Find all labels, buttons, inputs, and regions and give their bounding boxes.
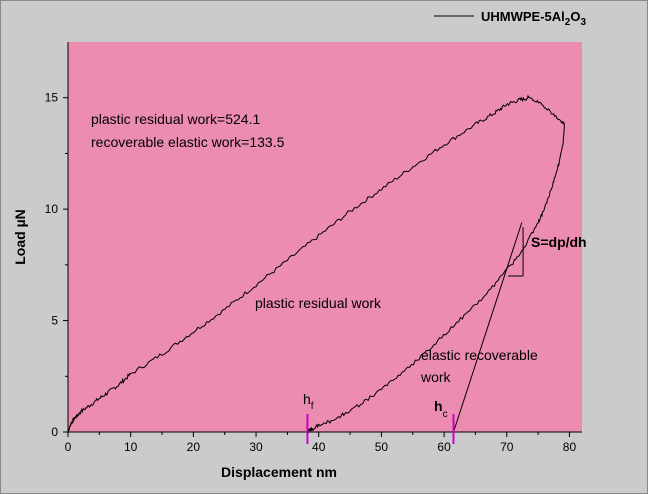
x-axis-title: Displacement nm bbox=[221, 464, 337, 480]
plot-area bbox=[68, 42, 582, 432]
annotation-hc: hc bbox=[434, 398, 448, 420]
x-tick-label: 30 bbox=[249, 440, 263, 454]
x-tick-label: 0 bbox=[65, 440, 72, 454]
legend: UHMWPE-5Al2O3 bbox=[434, 9, 586, 28]
annotation-hc-sub: c bbox=[443, 409, 448, 420]
annotation-hc-main: h bbox=[434, 398, 443, 414]
y-tick-label: 15 bbox=[45, 91, 59, 105]
tangent-line bbox=[453, 222, 523, 433]
x-tick-label: 40 bbox=[312, 440, 326, 454]
annotation-slope: S=dp/dh bbox=[531, 234, 587, 250]
annotation-hf-main: h bbox=[303, 391, 311, 407]
annotation-elastic-work-value: recoverable elastic work=133.5 bbox=[91, 134, 285, 150]
x-tick-label: 20 bbox=[187, 440, 201, 454]
y-tick-label: 10 bbox=[45, 202, 59, 216]
x-tick-label: 10 bbox=[124, 440, 138, 454]
annotation-plastic-work-value: plastic residual work=524.1 bbox=[91, 111, 260, 127]
y-tick-label: 5 bbox=[51, 314, 58, 328]
legend-text-prefix: UHMWPE-5Al bbox=[481, 9, 565, 24]
hold-curve bbox=[528, 96, 565, 125]
x-tick-label: 80 bbox=[563, 440, 577, 454]
x-tick-label: 70 bbox=[500, 440, 514, 454]
annotation-hf: hf bbox=[303, 391, 314, 412]
y-axis-title: Load µN bbox=[12, 209, 28, 265]
x-tick-label: 50 bbox=[375, 440, 389, 454]
annotation-hf-sub: f bbox=[311, 401, 314, 412]
legend-label: UHMWPE-5Al2O3 bbox=[481, 9, 586, 28]
unloading-curve bbox=[307, 124, 565, 434]
annotation-elastic-region-line2: work bbox=[420, 369, 452, 385]
annotation-plastic-region: plastic residual work bbox=[255, 295, 382, 311]
y-tick-label: 0 bbox=[51, 425, 58, 439]
legend-text-mid: O bbox=[570, 9, 580, 24]
legend-text-sub1: 2 bbox=[565, 17, 571, 28]
annotation-elastic-region-line1: elastic recoverable bbox=[421, 347, 538, 363]
loading-curve bbox=[67, 94, 530, 434]
x-tick-label: 60 bbox=[437, 440, 451, 454]
legend-text-sub2: 3 bbox=[580, 17, 586, 28]
